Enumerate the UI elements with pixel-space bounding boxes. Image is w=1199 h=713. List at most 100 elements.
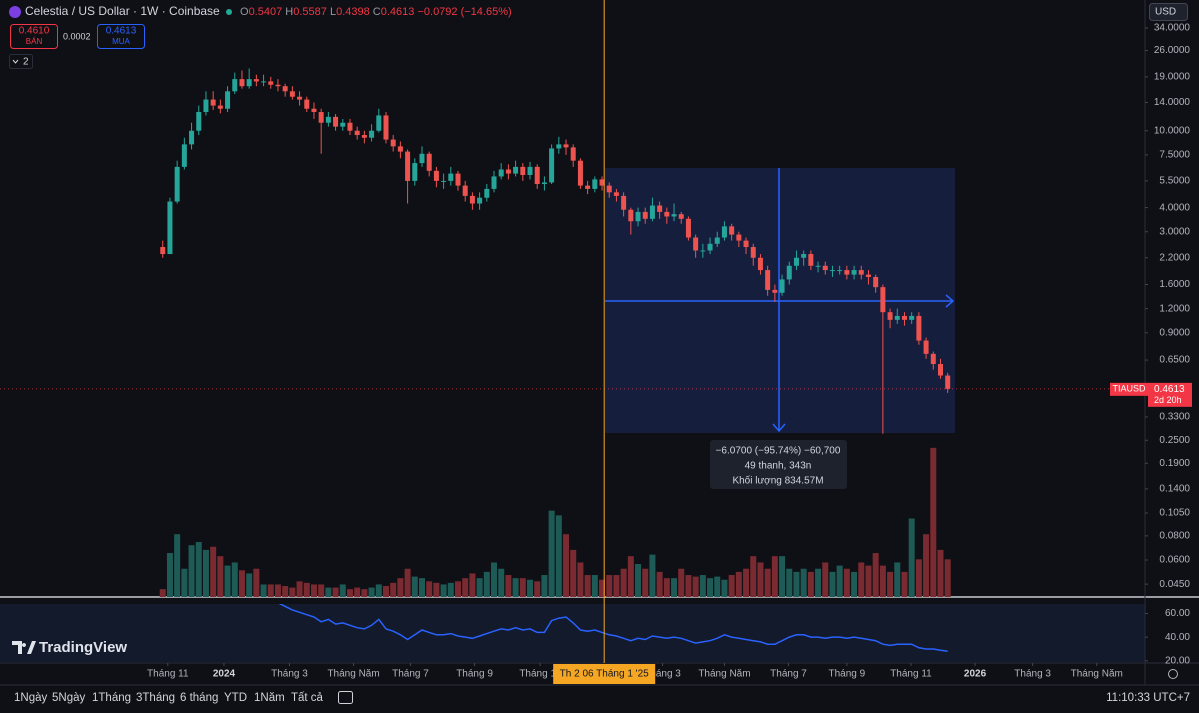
candle-body (534, 166, 540, 185)
candle-body (498, 169, 504, 177)
volume-bar (375, 584, 382, 597)
volume-bar (815, 568, 822, 597)
candle-body (232, 79, 238, 92)
volume-bar (390, 582, 397, 597)
volume-bar (310, 584, 317, 597)
volume-bar (512, 578, 519, 597)
rsi-tick-label: 60.00 (1165, 608, 1190, 619)
candle-body (585, 185, 591, 189)
candle-body (311, 108, 317, 113)
candles-layer (160, 68, 951, 434)
indicators-toggle[interactable] (9, 54, 33, 69)
range-button[interactable]: Tất cả (291, 692, 324, 704)
buy-price: 0.4613 (106, 26, 137, 37)
volume-bar (418, 578, 425, 597)
logo-text[interactable]: TradingView (39, 639, 127, 656)
rsi-tick-label: 40.00 (1165, 632, 1190, 643)
candle-body (347, 122, 353, 131)
volume-bar (404, 568, 411, 597)
candle-body (246, 79, 252, 87)
settings-icon[interactable] (1168, 669, 1178, 679)
candle-body (592, 179, 598, 189)
candle-body (210, 99, 216, 106)
candle-body (289, 91, 295, 97)
y-tick-label: 3.0000 (1159, 226, 1190, 237)
candle-body (815, 265, 821, 267)
candle-body (541, 182, 547, 185)
volume-bar (224, 565, 231, 597)
volume-bar (923, 534, 930, 597)
price-tag-value: 0.4613 (1154, 384, 1185, 395)
candle-body (865, 274, 871, 277)
candle-body (419, 153, 425, 164)
range-button[interactable]: 1Tháng (92, 692, 131, 704)
candle-body (477, 197, 483, 204)
volume-bar (433, 582, 440, 597)
candle-body (599, 179, 605, 186)
volume-bar (591, 575, 598, 597)
symbol-title[interactable]: Celestia / US Dollar · 1W · Coinbase (25, 4, 220, 18)
ohlc: O0.5407 H0.5587 L0.4398 C0.4613 −0.0792 … (240, 6, 512, 18)
candle-body (700, 250, 706, 252)
candle-body (880, 287, 886, 313)
y-tick-label: 2.2000 (1159, 252, 1190, 263)
candle-body (765, 270, 771, 290)
volume-bar (894, 562, 901, 597)
range-button[interactable]: 3Tháng (136, 692, 175, 704)
volume-bar (476, 578, 483, 597)
range-button[interactable]: 6 tháng (180, 692, 218, 704)
volume-bar (354, 587, 361, 597)
candle-body (549, 148, 555, 183)
buy-button[interactable] (97, 24, 145, 49)
candle-body (822, 265, 828, 271)
currency-button[interactable] (1149, 3, 1188, 21)
currency: USD (1155, 7, 1176, 18)
y-tick-label: 0.6500 (1159, 355, 1190, 366)
volume-bar (440, 584, 447, 597)
volume-bar (750, 556, 757, 597)
x-tick-label: Tháng 7 (770, 669, 807, 680)
candle-body (858, 270, 864, 275)
candle-body (577, 160, 583, 186)
candle-body (282, 86, 288, 92)
x-tick-label: Tháng 3 (644, 669, 681, 680)
volume-bar (793, 571, 800, 597)
volume-bar (505, 575, 512, 597)
chevron (12, 59, 19, 64)
candle-body (196, 112, 202, 131)
range-button[interactable]: YTD (224, 692, 247, 704)
range-button[interactable]: 5Ngày (52, 692, 85, 704)
x-tick-label: Tháng Năm (698, 669, 750, 680)
y-tick-label: 0.0600 (1159, 555, 1190, 566)
volume-bar (217, 556, 224, 597)
volume-bar (260, 584, 267, 597)
candle-body (325, 116, 331, 123)
volume-bar (426, 581, 433, 597)
y-tick-label: 10.0000 (1154, 125, 1191, 136)
ohlc-value: 0.4398 (336, 6, 370, 18)
candle-body (923, 340, 929, 354)
volume-bar (267, 584, 274, 597)
volume-bar (735, 571, 742, 597)
volume-bar (483, 571, 490, 597)
candle-body (261, 81, 267, 83)
candle-body (189, 130, 195, 145)
volume-bar (339, 584, 346, 597)
volume-bar (166, 553, 173, 597)
x-tick-label: Tháng 9 (829, 669, 866, 680)
volume-bar (851, 571, 858, 597)
range-button[interactable]: 1Năm (254, 692, 285, 704)
volume-bar (786, 568, 793, 597)
candle-body (945, 375, 951, 389)
y-tick-label: 0.3300 (1159, 412, 1190, 423)
price-tag-countdown: 2d 20h (1154, 395, 1182, 405)
sell-button[interactable] (10, 24, 58, 49)
range-button[interactable]: 1Ngày (14, 692, 47, 704)
date-range-icon[interactable] (338, 691, 353, 704)
volume-bar (613, 575, 620, 597)
candle-body (333, 116, 339, 127)
volume-bar (368, 587, 375, 597)
volume-bar (800, 568, 807, 597)
candle-body (527, 166, 533, 176)
candle-body (448, 173, 454, 181)
